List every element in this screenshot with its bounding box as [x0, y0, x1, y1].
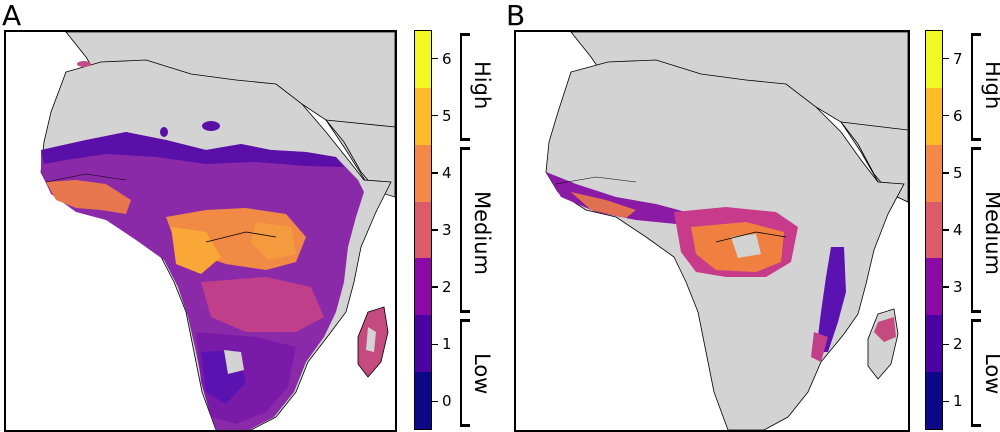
level-bracket [460, 318, 472, 428]
colorbar-tick-label: 0 [442, 392, 452, 411]
colorbar-segment [415, 315, 431, 373]
colorbar-tick-mark [432, 172, 438, 174]
colorbar-tick-label: 1 [442, 335, 452, 354]
colorbar-segment [415, 372, 431, 429]
colorbar-segment [415, 30, 431, 88]
colorbar-tick-label: 2 [442, 278, 452, 297]
colorbar-tick-label: 4 [953, 221, 963, 239]
level-bracket [971, 318, 983, 428]
colorbar-tick-mark [943, 172, 949, 174]
colorbar-tick-mark [943, 57, 949, 60]
colorbar-tick-mark [943, 400, 949, 403]
colorbar-tick-mark [943, 343, 949, 346]
colorbar-tick-mark [432, 57, 438, 60]
colorbar-tick-label: 3 [953, 278, 963, 297]
panel-b-colorbar [925, 30, 943, 430]
colorbar-segment [926, 144, 942, 202]
level-label-high: High [981, 61, 1000, 110]
colorbar-segment [926, 315, 942, 373]
colorbar-tick-label: 2 [953, 335, 963, 354]
level-bracket [460, 32, 472, 142]
level-label-medium: Medium [470, 191, 494, 275]
colorbar-tick-label: 7 [953, 49, 963, 68]
level-label-medium: Medium [981, 191, 1000, 275]
colorbar-segment [926, 30, 942, 88]
colorbar-tick-mark [432, 343, 438, 346]
colorbar-segment [415, 258, 431, 316]
level-label-high: High [470, 61, 494, 110]
colorbar-tick-mark [432, 400, 438, 403]
africa-map-b [545, 32, 908, 430]
colorbar-tick-label: 6 [442, 49, 452, 68]
colorbar-segment [415, 201, 431, 259]
level-bracket [971, 147, 983, 314]
level-label-low: Low [981, 353, 1000, 395]
colorbar-segment [926, 372, 942, 429]
colorbar-segment [926, 87, 942, 145]
colorbar-segment [415, 87, 431, 145]
level-label-low: Low [470, 353, 494, 395]
panel-b-map [514, 30, 910, 432]
colorbar-tick-mark [943, 229, 949, 231]
panel-b-letter: B [506, 0, 526, 32]
panel-a-map [4, 30, 397, 432]
colorbar-tick-mark [432, 286, 438, 288]
colorbar-tick-mark [432, 114, 438, 117]
colorbar-tick-mark [943, 286, 949, 288]
colorbar-segment [926, 258, 942, 316]
colorbar-tick-label: 6 [953, 106, 963, 125]
colorbar-tick-label: 1 [953, 392, 963, 411]
panel-a-letter: A [2, 0, 22, 32]
colorbar-segment [415, 144, 431, 202]
colorbar-segment [926, 201, 942, 259]
colorbar-tick-mark [943, 114, 949, 117]
colorbar-tick-label: 4 [442, 163, 452, 182]
colorbar-tick-label: 3 [442, 221, 452, 239]
level-bracket [971, 32, 983, 142]
colorbar-tick-label: 5 [953, 163, 963, 182]
level-bracket [460, 147, 472, 314]
panel-a-colorbar [414, 30, 432, 430]
colorbar-tick-label: 5 [442, 106, 452, 125]
colorbar-tick-mark [432, 229, 438, 231]
africa-map-a [40, 32, 395, 430]
